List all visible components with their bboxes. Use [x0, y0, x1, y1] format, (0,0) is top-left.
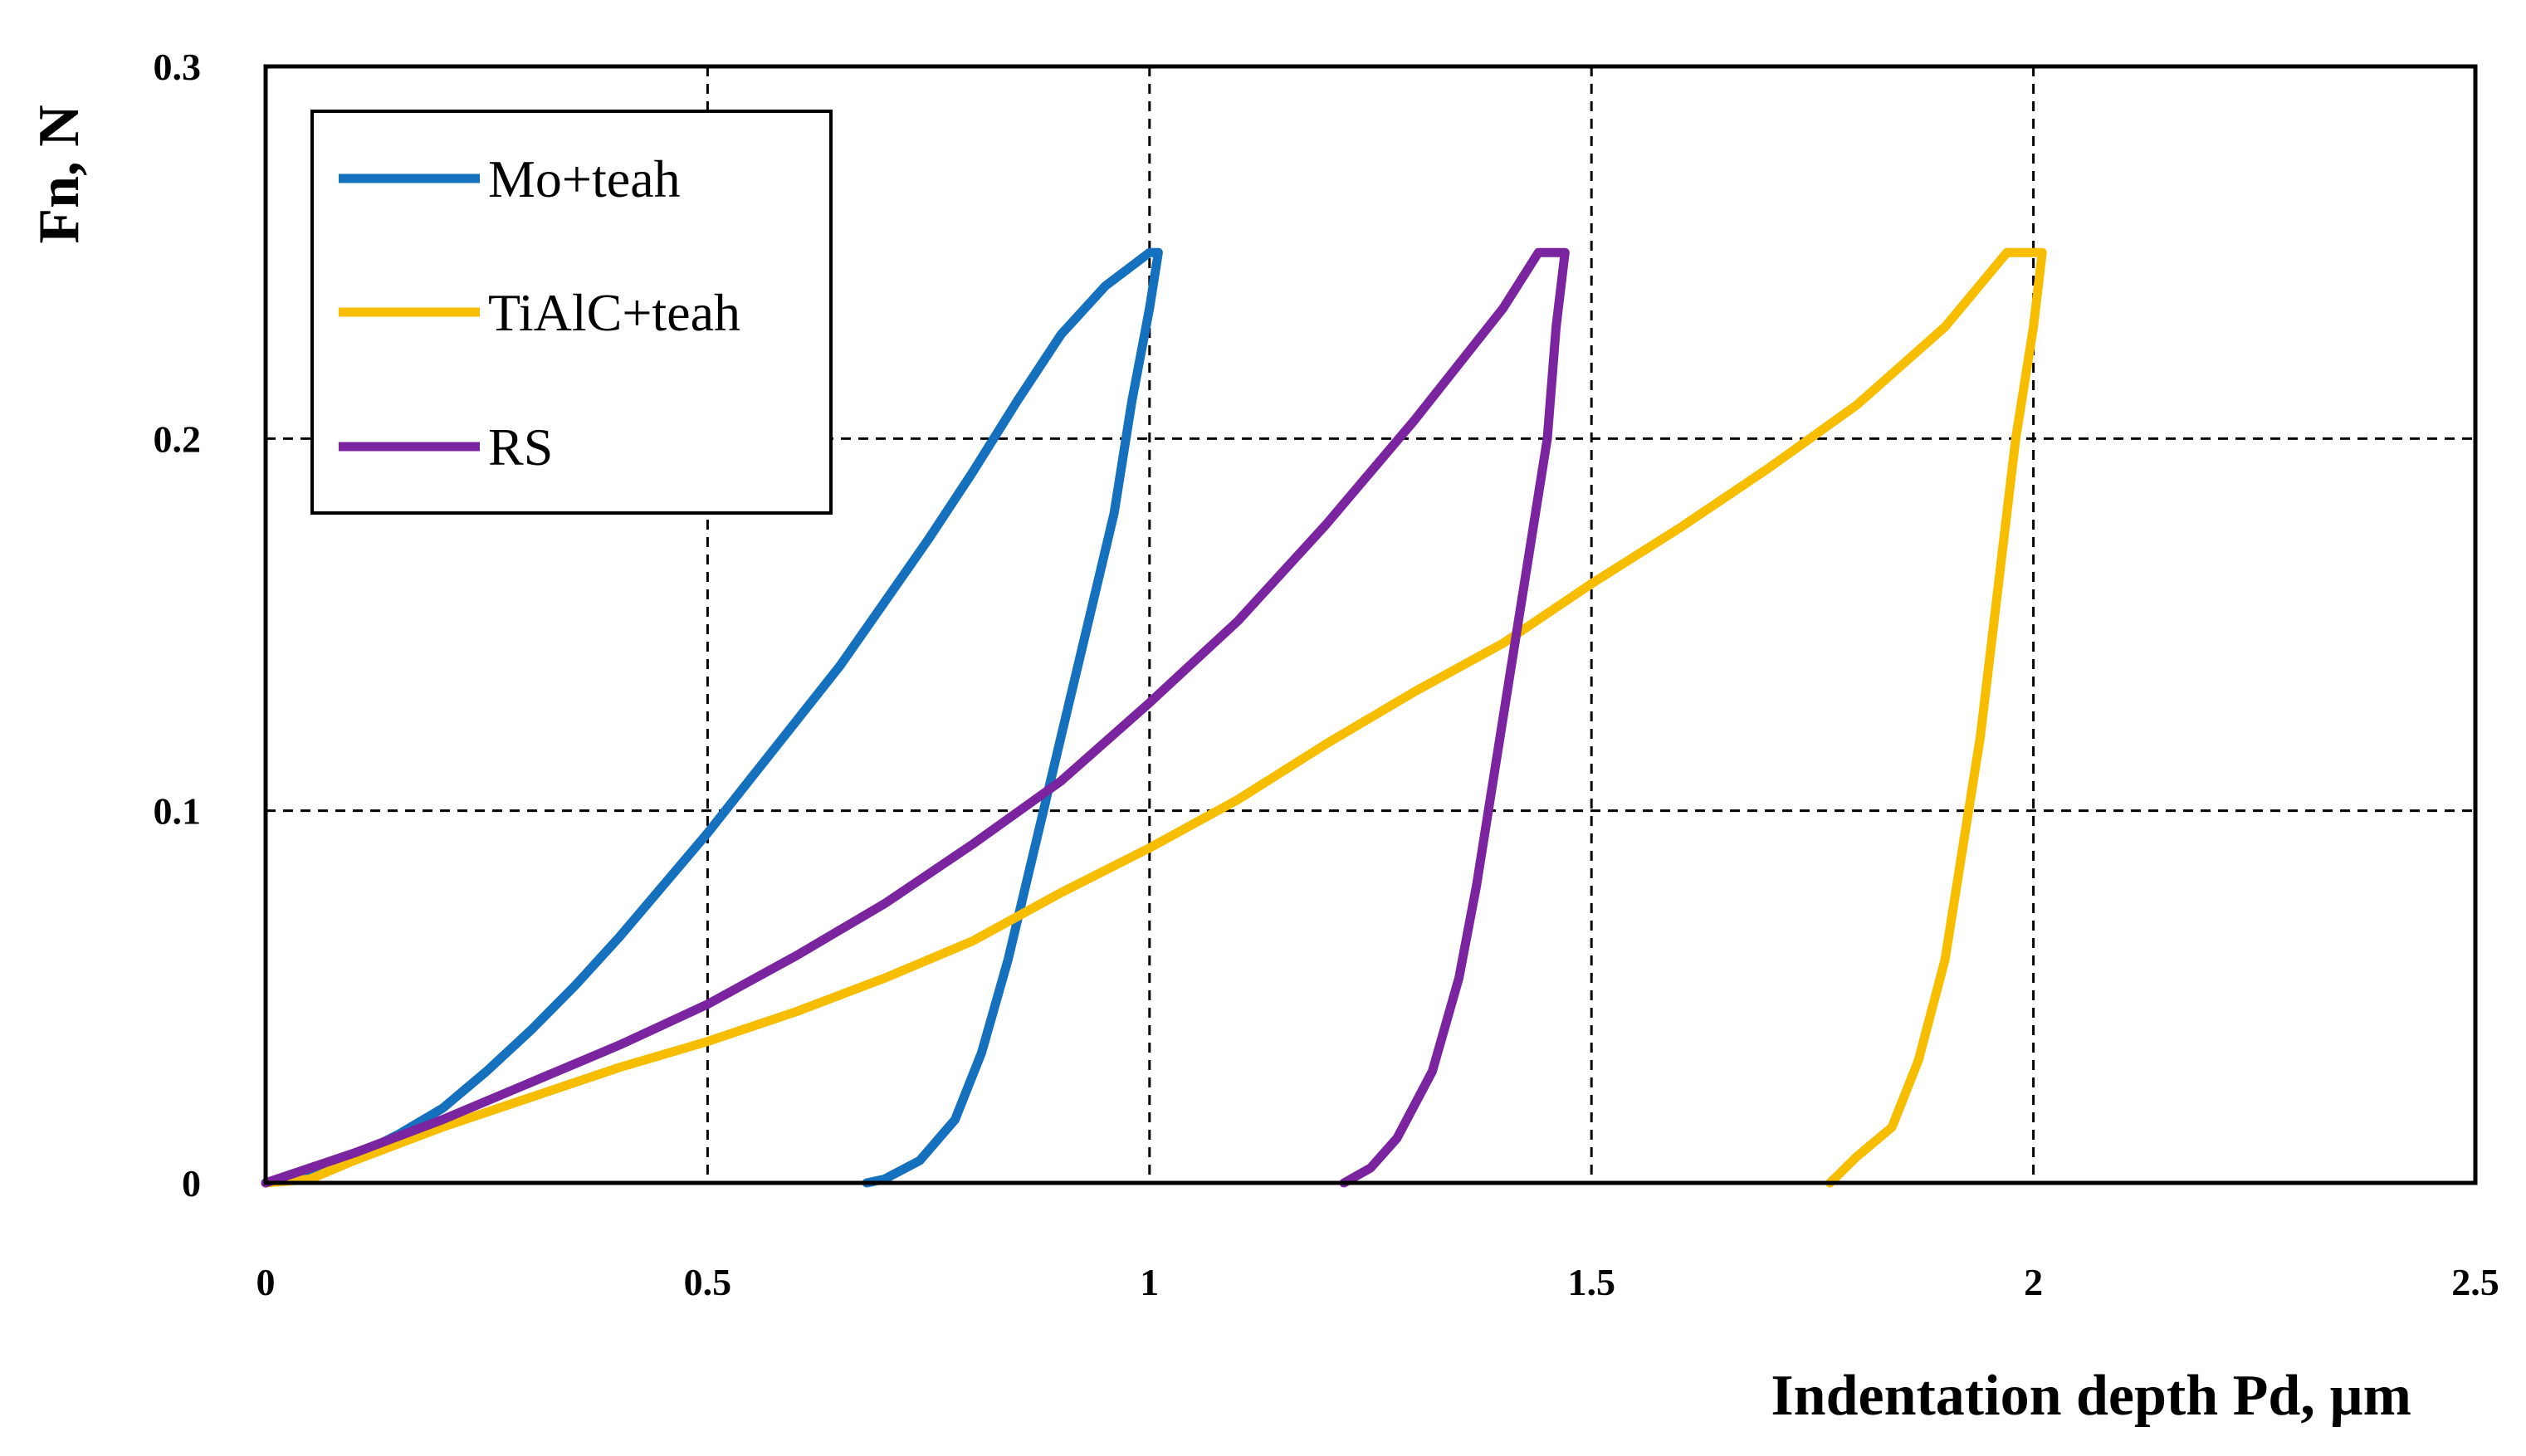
series-lines	[261, 247, 2047, 1188]
y-tick-label: 0	[182, 1162, 201, 1204]
legend-label-tialc-teah: TiAlC+teah	[488, 283, 740, 342]
y-axis-title: Fn, N	[27, 105, 91, 243]
x-tick-label: 2	[2024, 1261, 2043, 1303]
x-tick-labels: 0 0.5 1 1.5 2 2.5	[257, 1261, 2499, 1303]
y-tick-label: 0.3	[154, 46, 202, 88]
plot-frame	[263, 64, 2478, 1185]
y-tick-labels: 0 0.1 0.2 0.3	[154, 46, 202, 1204]
series-line-rs	[261, 247, 1570, 1188]
legend-label-mo-teah: Mo+teah	[488, 149, 681, 208]
x-tick-label: 2.5	[2451, 1261, 2499, 1303]
series-line-tialc-teah	[261, 247, 2047, 1188]
series-line-mo-teah	[261, 247, 1163, 1188]
y-tick-label: 0.1	[154, 790, 202, 833]
y-tick-label: 0.2	[154, 418, 202, 460]
x-tick-label: 1	[1140, 1261, 1159, 1303]
x-axis-title: Indentation depth Pd, µm	[1771, 1364, 2411, 1428]
legend-label-rs: RS	[488, 418, 553, 476]
legend: Mo+teah TiAlC+teah RS	[310, 110, 833, 515]
x-tick-label: 0	[257, 1261, 276, 1303]
x-tick-label: 0.5	[684, 1261, 732, 1303]
x-tick-label: 1.5	[1567, 1261, 1615, 1303]
